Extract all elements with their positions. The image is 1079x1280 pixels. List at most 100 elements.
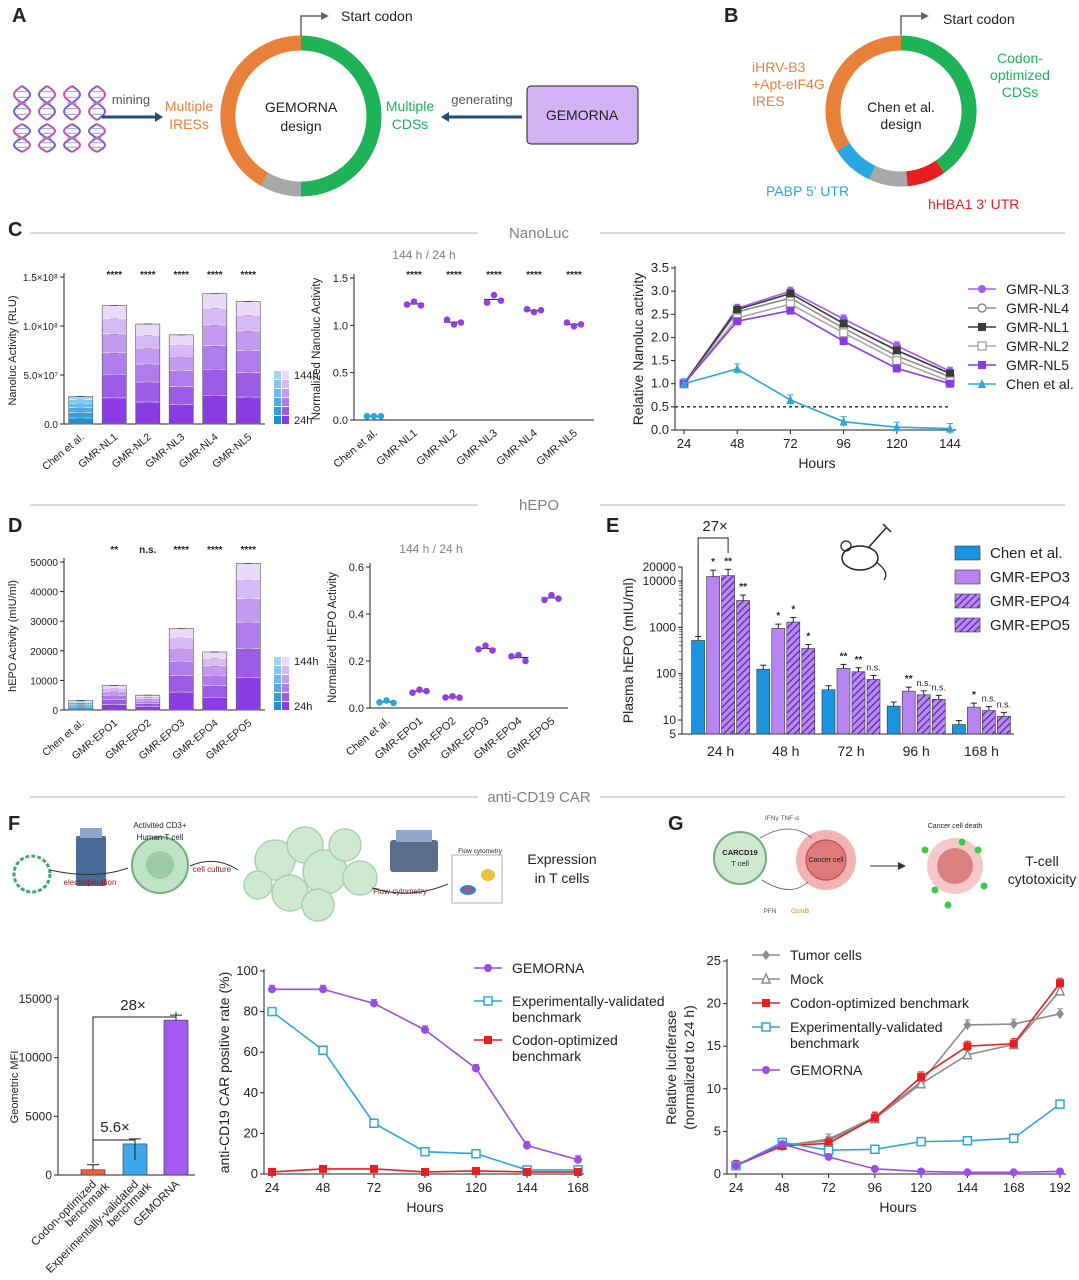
data-point [523, 305, 531, 313]
bar-segment [202, 293, 228, 309]
ring-cds-segment [300, 35, 382, 197]
panel-letter-e: E [606, 515, 619, 537]
bar-segment [202, 651, 228, 659]
significance-mark: **** [566, 270, 582, 281]
section-title-anti-cd19-car: anti-CD19 CAR [487, 789, 591, 806]
y-tick-label: 2.5 [651, 306, 669, 321]
x-tick-label: 96 [868, 1180, 882, 1195]
data-point [915, 1076, 927, 1089]
bar-segment [101, 704, 127, 711]
y-tick-label: 20 [244, 1125, 258, 1140]
y-tick-label: 1.5 [651, 353, 669, 368]
series-line [683, 292, 951, 385]
data-point [1008, 1133, 1019, 1143]
bar-segment [202, 369, 228, 396]
bar [736, 600, 750, 735]
bar-segment [135, 347, 161, 365]
data-point [443, 316, 451, 323]
x-tick-label: 72 [821, 1180, 835, 1195]
x-tick-label: GMR-NL3 [454, 427, 500, 468]
y-tick-label: 15 [707, 1038, 721, 1053]
series-line [683, 297, 951, 385]
ires-label: iHRV-B3 [752, 59, 806, 75]
multiple-cds-label: CDSs [392, 116, 429, 132]
bar-segment [168, 386, 194, 405]
x-tick-label: 168 [1003, 1180, 1025, 1195]
bar-segment [202, 307, 228, 326]
mouse-body [841, 545, 879, 571]
y-tick-label: 0 [251, 1166, 258, 1181]
data-point [786, 306, 795, 315]
y-tick-label: 2.0 [651, 329, 669, 344]
granule-arrow [761, 879, 809, 890]
y-tick-label: 10000 [30, 676, 58, 687]
bar-segment [168, 637, 194, 649]
data-point [1055, 1099, 1065, 1109]
ring-ires-segment [825, 35, 902, 152]
y-tick-label: 1.5×10⁸ [23, 273, 58, 284]
x-tick-label: 96 h [903, 743, 930, 759]
section-title-nanoluc: NanoLuc [509, 225, 570, 242]
legend-swatch-chen [274, 389, 281, 397]
legend-label: GMR-NL4 [1006, 300, 1069, 316]
data-point [421, 1167, 429, 1176]
bar-segment [235, 563, 261, 580]
legend-swatch-chen [274, 684, 281, 692]
data-point [839, 319, 848, 328]
y-tick-label: 15000 [19, 992, 53, 1006]
ring-hba1-segment [905, 160, 945, 187]
bar-outline [168, 334, 194, 425]
data-point [369, 1118, 379, 1128]
data-point [522, 657, 529, 665]
dying-cell-icon [937, 848, 973, 884]
data-point [403, 301, 411, 308]
legend-label-144h: 144h [294, 370, 318, 382]
bar [756, 668, 771, 735]
significance-mark: **** [106, 270, 122, 281]
bar-segment [101, 695, 127, 700]
y-axis-label: Normalized hEPO Activity [327, 572, 339, 703]
bar-segment [101, 352, 127, 375]
data-point [268, 985, 276, 994]
data-point [1009, 1019, 1018, 1030]
data-point [377, 412, 385, 420]
syringe-body [867, 527, 887, 549]
data-point [523, 1141, 531, 1150]
flow-cytometry-label: Flow cytometry [373, 887, 427, 896]
data-point [523, 1167, 531, 1176]
series-line [735, 1103, 1061, 1167]
y-tick-label: 1.0 [651, 376, 669, 391]
legend-swatch-gmr [282, 407, 289, 415]
cds-label: Codon- [997, 50, 1043, 66]
electroporator-icon [76, 836, 106, 886]
significance-mark: n.s. [982, 694, 997, 704]
legend-swatch-gmr [282, 416, 289, 424]
fragment-icon [974, 846, 982, 854]
start-codon-arrow [300, 15, 323, 36]
data-point [541, 596, 548, 604]
data-point [417, 302, 425, 309]
significance-mark: n.s. [916, 678, 931, 688]
bar-outline [101, 685, 127, 711]
legend-swatch-gmr [282, 684, 289, 692]
bar-segment [68, 417, 94, 425]
ring-title: GEMORNA [265, 99, 338, 115]
y-tick-label: 80 [244, 1004, 258, 1019]
y-tick-label: 0.2 [349, 656, 364, 668]
significance-mark: **** [240, 270, 256, 281]
legend-swatch-chen [274, 371, 281, 379]
cds-label: CDSs [1002, 84, 1039, 100]
data-point [423, 687, 430, 695]
data-point [839, 416, 848, 426]
car-t-cell-label: T cell [731, 859, 749, 868]
data-point [946, 379, 954, 388]
significance-mark: **** [240, 545, 256, 556]
mining-arrow-head [155, 112, 163, 122]
data-point [733, 317, 742, 326]
series-line [683, 368, 951, 430]
legend-label-24h: 24h [294, 701, 312, 713]
legend-swatch-chen [274, 416, 281, 424]
stack-legend: 144h 24h [274, 656, 318, 713]
bar-outline [235, 563, 261, 711]
